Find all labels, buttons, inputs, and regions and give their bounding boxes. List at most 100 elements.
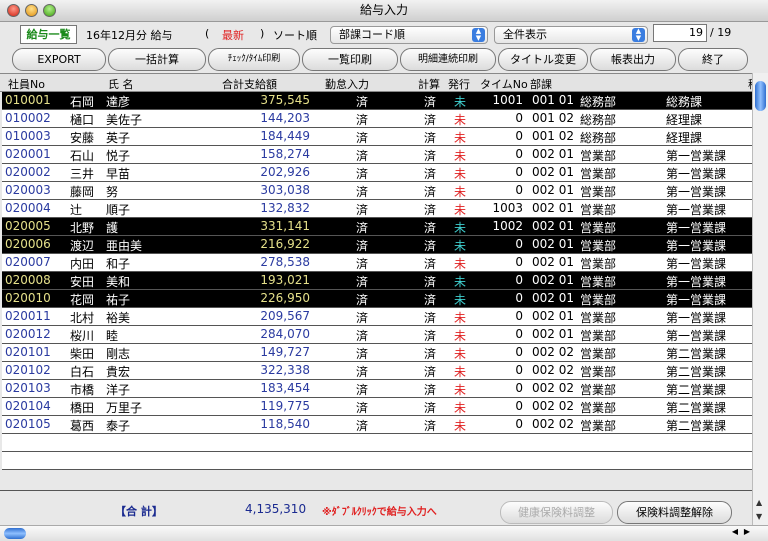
zoom-button[interactable] [43,4,56,17]
col-total-pay[interactable]: 合計支給額 [222,78,277,91]
total-label: 【合 計】 [115,505,163,518]
updown-arrow-icon: ▲ ▼ [632,28,645,42]
attendance-status: 済 [356,401,369,415]
attendance-status: 済 [356,383,369,397]
horizontal-scrollbar[interactable]: ◀ ▶ [0,525,768,541]
report-output-button[interactable]: 帳表出力 [590,48,676,71]
list-print-button[interactable]: 一覧印刷 [302,48,398,71]
col-calc[interactable]: 計算 [418,78,440,91]
scroll-left-arrow-icon[interactable]: ◀ [731,527,738,536]
insurance-adjust-release-button[interactable]: 保険料調整解除 [617,501,732,524]
first-name: 万里子 [106,401,143,415]
total-pay: 303,038 [260,183,310,197]
issued-status: 未 [454,329,467,343]
hscroll-thumb[interactable] [4,528,26,539]
table-row[interactable]: 020101 柴田 剛志 149,727 済 済 未 0 002 02 営業部 第二営業課 [2,344,752,362]
top-toolbar: 給与一覧 16年12月分 給与 ( 最新 ) ソート順 部課コード順 ▲ ▼ 全件表… [0,24,752,46]
col-time-no[interactable]: タイムNo [480,78,528,91]
vertical-scrollbar[interactable]: ▲ ▼ [752,73,768,525]
total-pay: 216,922 [260,237,310,251]
attendance-status: 済 [356,113,369,127]
dept-name: 営業部 [580,185,617,199]
table-row[interactable]: 020002 三井 早苗 202,926 済 済 未 0 002 01 営業部 第一営業課 [2,164,752,182]
total-pay: 183,454 [260,381,310,395]
batch-calc-button[interactable]: 一括計算 [108,48,206,71]
attendance-status: 済 [356,293,369,307]
title-change-button[interactable]: タイトル変更 [498,48,588,71]
total-pay: 132,832 [260,201,310,215]
issued-status: 未 [454,383,467,397]
dept-code: 002 01 [532,309,574,323]
calc-status: 済 [424,185,437,199]
issued-status: 未 [454,419,467,433]
table-row[interactable]: 020012 桜川睦 284,070 済 済 未 0 002 01 営業部 第一営業課 [2,326,752,344]
section-name: 第二営業課 [666,365,727,379]
table-row[interactable]: 020102 白石 貴宏 322,338 済 済 未 0 002 02 営業部 第二営業課 [2,362,752,380]
calc-status: 済 [424,221,437,235]
issued-status: 未 [454,311,467,325]
scroll-down-arrow-icon[interactable]: ▼ [756,512,763,521]
table-row[interactable]: 010002 樋口 美佐子 144,203 済 済 未 0 001 02 総務部 経理課 [2,110,752,128]
issued-status: 未 [454,347,467,361]
dept-code: 002 01 [532,165,574,179]
calc-status: 済 [424,95,437,109]
dept-code: 002 01 [532,255,574,269]
sort-value: 部課コード順 [339,28,405,41]
section-name: 第一営業課 [666,167,727,181]
close-button[interactable] [7,4,20,17]
last-name: 樋口 [70,113,95,127]
table-row[interactable]: 020011 北村 裕美 209,567 済 済 未 0 002 01 営業部 第一営業課 [2,308,752,326]
dept-name: 総務部 [580,131,617,145]
time-no: 0 [515,399,523,413]
check-time-print-button[interactable]: ﾁｪｯｸ/ﾀｲﾑ印刷 [208,48,300,71]
health-insurance-adjust-button[interactable]: 健康保険料調整 [500,501,613,524]
table-row[interactable]: 020007 内田 和子 278,538 済 済 未 0 002 01 営業部 第一営業課 [2,254,752,272]
table-row[interactable]: 020010 花岡 祐子 226,950 済 済 未 0 002 01 営業部 第一営業課 [2,290,752,308]
table-row[interactable]: 020006 渡辺 亜由美 216,922 済 済 未 0 002 01 営業部 第一営業課 [2,236,752,254]
section-name: 第一営業課 [666,149,727,163]
time-no: 0 [515,291,523,305]
col-name[interactable]: 氏 名 [108,78,134,91]
export-button[interactable]: EXPORT [12,48,106,71]
section-name: 第二営業課 [666,347,727,361]
exit-button[interactable]: 終了 [678,48,748,71]
col-dept[interactable]: 部課 [530,78,552,91]
dept-name: 営業部 [580,257,617,271]
last-name: 三井 [70,167,95,181]
scroll-thumb[interactable] [755,81,766,111]
attendance-status: 済 [356,167,369,181]
table-row[interactable]: 020104 橋田 万里子 119,775 済 済 未 0 002 02 営業部 第二営業課 [2,398,752,416]
filter-select[interactable]: 全件表示 ▲ ▼ [494,26,648,44]
calc-status: 済 [424,149,437,163]
detail-print-button[interactable]: 明細連続印刷 [400,48,496,71]
paren-open: ( [205,27,210,40]
minimize-button[interactable] [25,4,38,17]
table-row[interactable]: 020005 北野護 331,141 済 済 未 1002 002 01 営業部 第一営業課 [2,218,752,236]
table-row[interactable]: 020008 安田 美和 193,021 済 済 未 0 002 01 営業部 第一営業課 [2,272,752,290]
last-name: 辻 [70,203,83,217]
sort-select[interactable]: 部課コード順 ▲ ▼ [330,26,488,44]
scroll-up-arrow-icon[interactable]: ▲ [756,498,763,507]
attendance-status: 済 [356,419,369,433]
calc-status: 済 [424,167,437,181]
table-row[interactable]: 020001 石山 悦子 158,274 済 済 未 0 002 01 営業部 第一営業課 [2,146,752,164]
table-row[interactable]: 020003 藤岡努 303,038 済 済 未 0 002 01 営業部 第一営業課 [2,182,752,200]
table-row[interactable]: 010001 石岡 達彦 375,545 済 済 未 1001 001 01 総務部 総務課 [2,92,752,110]
col-issued[interactable]: 発行 [448,78,470,91]
col-attendance[interactable]: 勤怠入力 [325,78,369,91]
first-name: 亜由美 [106,239,143,253]
dept-name: 営業部 [580,275,617,289]
scroll-right-arrow-icon[interactable]: ▶ [743,527,750,536]
table-row[interactable]: 020105 葛西 泰子 118,540 済 済 未 0 002 02 営業部 第二営業課 [2,416,752,434]
table-row[interactable]: 020103 市橋 洋子 183,454 済 済 未 0 002 02 営業部 第二営業課 [2,380,752,398]
total-pay: 278,538 [260,255,310,269]
dept-code: 002 01 [532,183,574,197]
attendance-status: 済 [356,329,369,343]
table-row[interactable]: 010003 安藤 英子 184,449 済 済 未 0 001 02 総務部 経理課 [2,128,752,146]
table-row[interactable]: 020004 辻 順子 132,832 済 済 未 1003 002 01 営業部 第一営業課 [2,200,752,218]
col-employee-no[interactable]: 社員No [8,78,45,91]
record-number-input[interactable]: 19 [653,24,707,42]
employee-table: 010001 石岡 達彦 375,545 済済未 1001 001 01 総務部 総務課 0100… [2,92,752,470]
issued-status: 未 [454,221,467,235]
total-pay: 184,449 [260,129,310,143]
